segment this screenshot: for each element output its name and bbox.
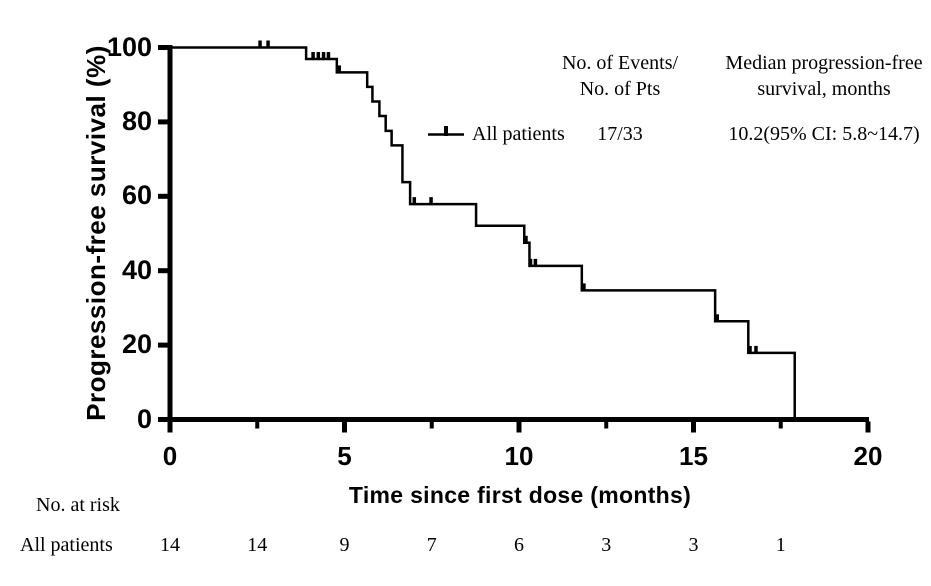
y-tick-label: 60 — [121, 180, 152, 211]
x-tick-label: 10 — [504, 440, 534, 471]
risk-count: 6 — [514, 534, 524, 556]
y-tick-label: 0 — [136, 403, 152, 434]
x-tick-label: 20 — [853, 440, 883, 471]
legend-events-value: 17/33 — [597, 123, 643, 145]
y-tick-label: 100 — [106, 31, 152, 62]
legend-series-label: All patients — [472, 123, 565, 145]
legend-header-median-line2: survival, months — [757, 78, 891, 100]
risk-count: 3 — [601, 534, 612, 556]
risk-count: 1 — [775, 534, 786, 556]
x-tick-label: 15 — [679, 440, 708, 471]
y-axis-title: Progression-free survival (%) — [81, 45, 111, 421]
legend-median-value: 10.2(95% CI: 5.8~14.7) — [728, 123, 920, 145]
risk-count: 7 — [426, 534, 437, 556]
risk-table-title: No. at risk — [36, 494, 120, 516]
x-tick-label: 0 — [162, 440, 178, 471]
y-tick-label: 40 — [121, 254, 152, 285]
legend-header-events: No. of Events/ No. of Pts — [520, 50, 720, 102]
legend-header-median-line1: Median progression-free — [725, 52, 923, 74]
y-tick-label: 20 — [121, 329, 152, 360]
risk-count: 3 — [688, 534, 699, 556]
risk-count: 14 — [247, 534, 268, 556]
risk-count: 9 — [339, 534, 350, 556]
legend-header-events-line1: No. of Events/ — [561, 52, 679, 74]
legend-header-events-line2: No. of Pts — [579, 78, 661, 100]
x-tick-label: 5 — [337, 440, 352, 471]
risk-row-label: All patients — [20, 534, 113, 556]
risk-count: 14 — [160, 534, 180, 556]
x-axis-title: Time since first dose (months) — [348, 482, 692, 508]
y-tick-label: 80 — [121, 105, 152, 136]
km-curve-all-patients — [170, 46, 796, 420]
legend-header-median: Median progression-free survival, months — [710, 50, 931, 102]
